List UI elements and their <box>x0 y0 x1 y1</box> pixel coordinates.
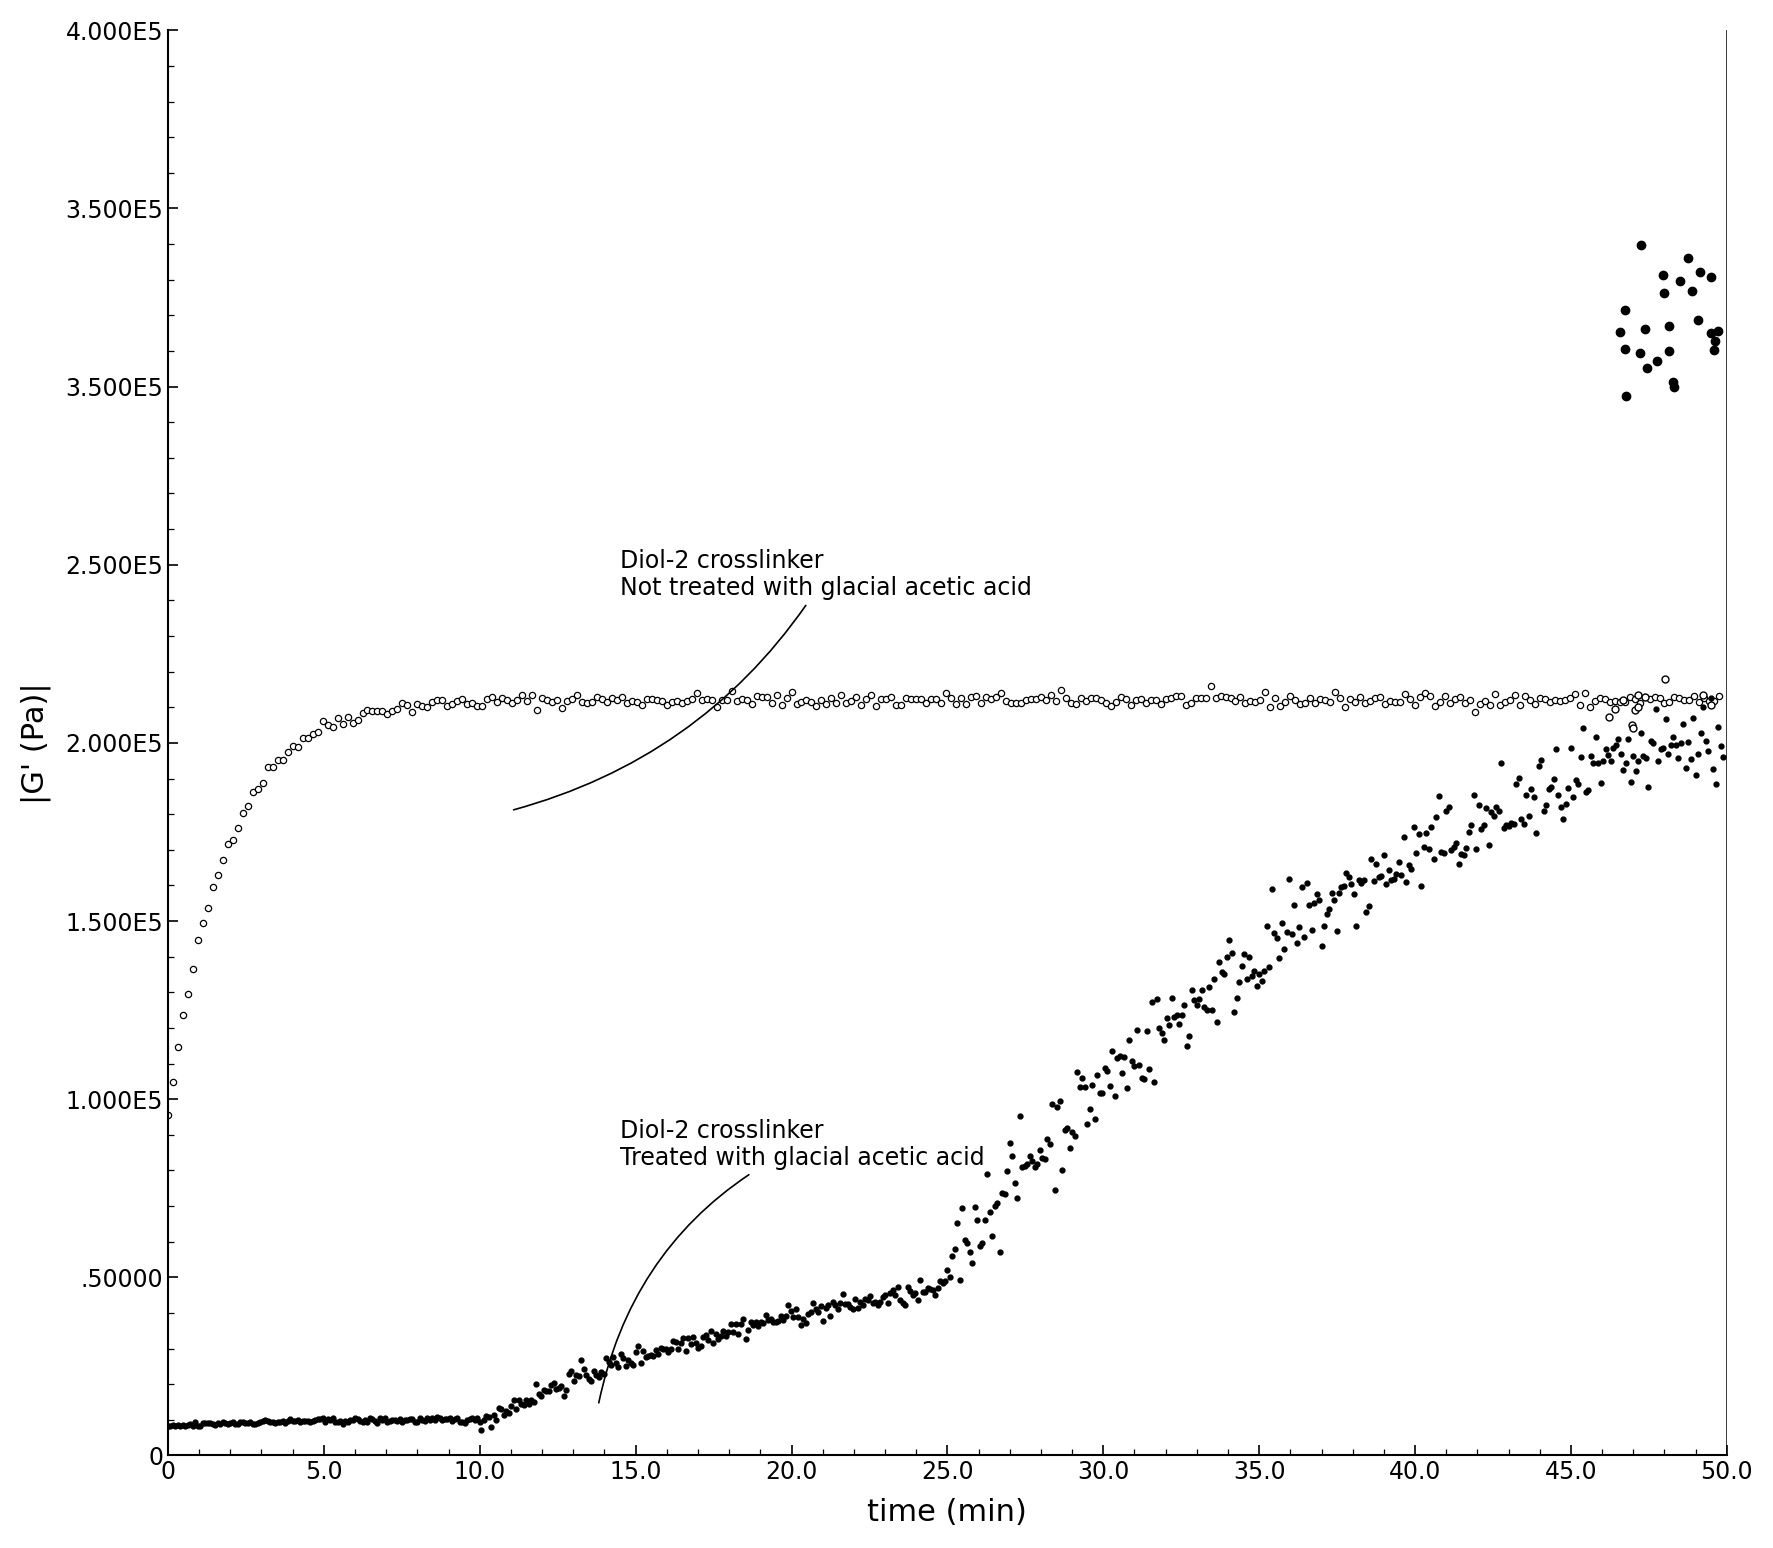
Text: Diol-2 crosslinker
Treated with glacial acetic acid: Diol-2 crosslinker Treated with glacial … <box>599 1119 984 1402</box>
X-axis label: time (min): time (min) <box>867 1498 1027 1528</box>
Y-axis label: |G' (Pa)|: |G' (Pa)| <box>21 683 51 803</box>
Text: Diol-2 crosslinker
Not treated with glacial acetic acid: Diol-2 crosslinker Not treated with glac… <box>514 548 1032 810</box>
